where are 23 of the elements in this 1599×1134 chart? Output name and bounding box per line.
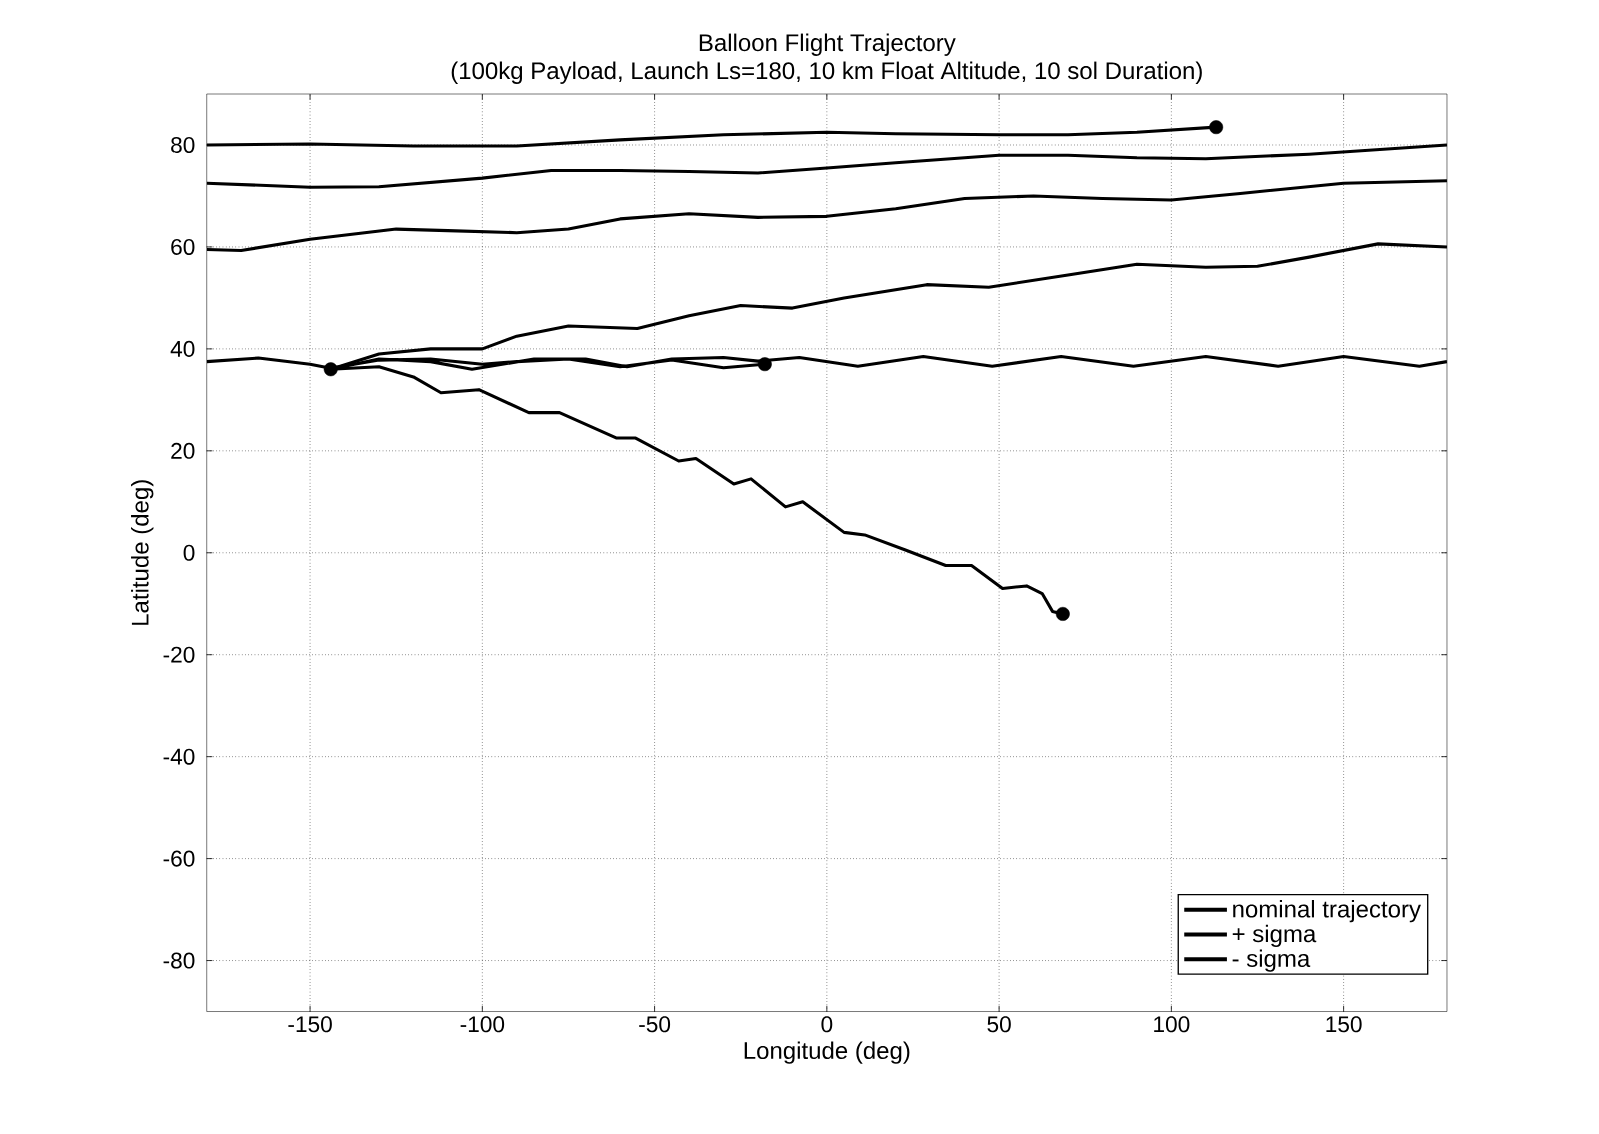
legend-label: nominal trajectory bbox=[1233, 899, 1421, 923]
chart-subtitle: (100kg Payload, Launch Ls=180, 10 km Float Altitude, 10 sol Duration) bbox=[451, 61, 1202, 84]
x-tick-label: 50 bbox=[987, 1016, 1011, 1033]
y-tick-label: 0 bbox=[183, 544, 195, 561]
x-tick-label: -100 bbox=[460, 1016, 505, 1033]
y-tick-label: -60 bbox=[163, 850, 195, 867]
y-tick-label: 80 bbox=[171, 136, 195, 153]
x-axis-title: Longitude (deg) bbox=[744, 1041, 910, 1064]
y-axis-title: Latitude (deg) bbox=[131, 480, 154, 625]
chart-title: Balloon Flight Trajectory bbox=[699, 33, 956, 56]
x-tick-label: 0 bbox=[821, 1016, 833, 1033]
y-tick-label: 60 bbox=[171, 238, 195, 255]
y-tick-label: 40 bbox=[170, 340, 195, 357]
y-tick-label: -20 bbox=[163, 646, 195, 663]
y-tick-label: 20 bbox=[171, 442, 195, 459]
x-tick-label: -150 bbox=[288, 1016, 332, 1033]
x-tick-label: -50 bbox=[639, 1016, 671, 1033]
y-tick-label: -40 bbox=[163, 748, 195, 765]
legend-label: + sigma bbox=[1232, 924, 1317, 947]
legend-label: - sigma bbox=[1232, 949, 1311, 972]
x-tick-label: 150 bbox=[1326, 1016, 1362, 1033]
y-tick-label: -80 bbox=[163, 952, 195, 969]
x-tick-label: 100 bbox=[1154, 1016, 1190, 1033]
